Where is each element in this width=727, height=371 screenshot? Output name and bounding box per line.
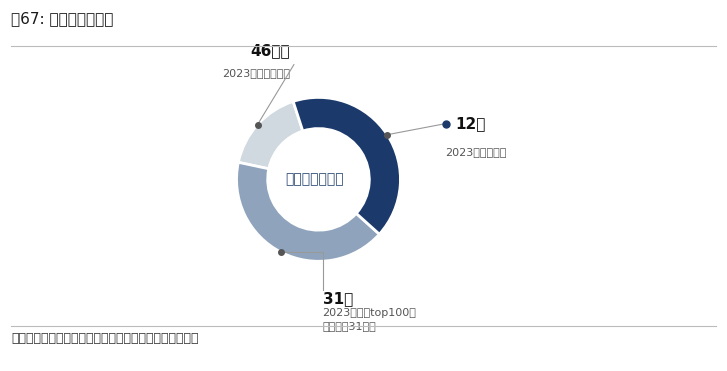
- Text: 2023年含税销售额: 2023年含税销售额: [222, 68, 290, 78]
- Text: 资料来源：中国连锁经营协会、国信证券经济研究所整理: 资料来源：中国连锁经营协会、国信证券经济研究所整理: [11, 332, 198, 345]
- Wedge shape: [236, 162, 379, 261]
- Text: 2023年中国top100超
市排名第31位。: 2023年中国top100超 市排名第31位。: [323, 308, 417, 331]
- Text: 胖东来经营数据: 胖东来经营数据: [285, 173, 344, 186]
- Text: 46亿元: 46亿元: [250, 43, 290, 58]
- Wedge shape: [238, 101, 302, 169]
- Text: 2023年门店数量: 2023年门店数量: [446, 147, 507, 157]
- Text: 31位: 31位: [323, 292, 353, 306]
- Wedge shape: [293, 98, 401, 234]
- Text: 12家: 12家: [455, 116, 486, 131]
- Text: 图67: 胖东来经营情况: 图67: 胖东来经营情况: [11, 11, 113, 26]
